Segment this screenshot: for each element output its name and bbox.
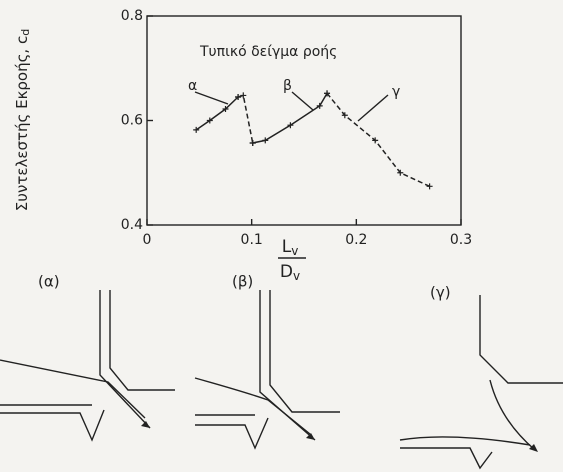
point-marker bbox=[397, 169, 404, 176]
wall bbox=[99, 290, 151, 429]
diagram-a: (α) bbox=[0, 273, 175, 442]
basin bbox=[195, 414, 269, 450]
wall bbox=[269, 290, 340, 413]
basin bbox=[0, 404, 105, 442]
diagram-b: (β) bbox=[194, 273, 340, 450]
point-marker bbox=[324, 90, 331, 97]
point-marker bbox=[372, 137, 379, 144]
x-tick-label: 0 bbox=[143, 232, 152, 248]
leader-line bbox=[357, 94, 389, 122]
point-marker bbox=[222, 106, 229, 113]
data-line bbox=[252, 92, 328, 144]
point-marker bbox=[262, 137, 269, 144]
x-label-den: Dv bbox=[280, 262, 300, 283]
data-line bbox=[237, 94, 254, 144]
arrow bbox=[529, 444, 538, 452]
x-tick-label: 0.2 bbox=[345, 232, 367, 248]
wall bbox=[479, 295, 563, 384]
streamline bbox=[489, 379, 536, 451]
leader-line bbox=[291, 91, 314, 111]
data-line bbox=[195, 96, 239, 131]
point-marker bbox=[193, 126, 200, 133]
wall bbox=[259, 290, 316, 441]
point-marker bbox=[235, 93, 242, 100]
point-marker bbox=[206, 117, 213, 124]
streamline bbox=[0, 359, 146, 419]
y-tick-label: 0.4 bbox=[121, 217, 143, 233]
streamline bbox=[194, 377, 311, 435]
y-axis-label: Συντελεστής Εκροής, cd bbox=[13, 29, 33, 211]
arrow bbox=[306, 433, 315, 440]
diagram-label: (β) bbox=[232, 273, 253, 291]
point-marker bbox=[341, 112, 348, 119]
diagram-c: (γ) bbox=[399, 284, 563, 470]
y-tick-label: 0.6 bbox=[121, 113, 143, 129]
wall bbox=[109, 290, 175, 391]
series-label: α bbox=[188, 78, 197, 94]
series-label: γ bbox=[392, 84, 400, 100]
diagram-label: (α) bbox=[38, 273, 60, 291]
basin bbox=[399, 436, 531, 470]
x-label-num: Lv bbox=[282, 237, 299, 258]
leader-line bbox=[194, 91, 229, 105]
point-marker bbox=[287, 122, 294, 129]
diagram-label: (γ) bbox=[430, 284, 451, 302]
point-marker bbox=[240, 92, 247, 99]
series-label: β bbox=[283, 78, 292, 94]
data-line bbox=[326, 92, 430, 188]
point-marker bbox=[249, 139, 256, 146]
x-tick-label: 0.1 bbox=[241, 232, 263, 248]
point-marker bbox=[426, 183, 433, 190]
x-tick-label: 0.3 bbox=[450, 232, 472, 248]
point-marker bbox=[316, 102, 323, 109]
y-tick-label: 0.8 bbox=[121, 8, 143, 24]
annotation: Τυπικό δείγμα ροής bbox=[199, 44, 337, 60]
arrow bbox=[141, 421, 150, 428]
